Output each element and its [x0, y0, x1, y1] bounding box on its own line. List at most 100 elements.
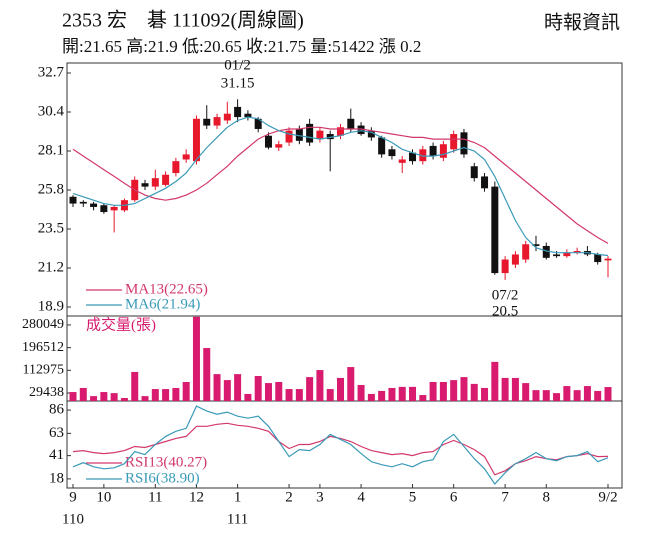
volume-bar [594, 390, 602, 401]
volume-bar [100, 392, 108, 401]
volume-bar [583, 386, 591, 401]
volume-bar [326, 389, 334, 401]
volume-bar [162, 389, 170, 401]
volume-bar [522, 383, 530, 401]
annotation-value: 31.15 [221, 76, 255, 92]
volume-bar [337, 377, 344, 401]
candle-body [254, 118, 262, 129]
candle-body [347, 118, 355, 129]
volume-bar [439, 381, 447, 401]
candle-body [439, 144, 447, 158]
annotation-value: 20.5 [492, 303, 518, 319]
x-tick-label: 6 [450, 489, 458, 505]
volume-bar [172, 387, 180, 401]
y-tick-label: 18 [49, 470, 64, 486]
line [72, 116, 609, 257]
y-tick-label: 25.8 [38, 181, 64, 197]
candle-body [409, 152, 417, 162]
volume-bar [460, 377, 468, 401]
chart-title: 2353 宏 碁 111092(周線圖) [62, 9, 304, 32]
y-tick-label: 23.5 [38, 220, 64, 236]
x-year-label: 110 [62, 511, 84, 527]
candle-body [511, 254, 519, 265]
candle-body [460, 132, 468, 155]
candle-body [542, 245, 550, 258]
volume-bar [79, 387, 87, 401]
panel-title: 成交量(張) [86, 315, 156, 333]
candle-body [264, 135, 272, 148]
y-tick-label: 30.4 [38, 103, 65, 119]
candle-body [234, 106, 242, 118]
x-tick-label: 11 [148, 489, 162, 505]
volume-bar [357, 384, 365, 401]
x-tick-label: 9 [69, 489, 77, 505]
volume-bar [501, 377, 509, 401]
candle-body [604, 258, 612, 261]
volume-bar [264, 383, 272, 401]
candle-body [532, 244, 540, 246]
candle-body [182, 154, 190, 160]
volume-bar [275, 381, 283, 401]
y-tick-label: 280049 [22, 317, 64, 332]
candle-body [419, 149, 427, 162]
candle-body [563, 252, 571, 257]
volume-bar [470, 383, 478, 401]
candle-body [244, 113, 252, 118]
x-tick-label: 4 [357, 489, 365, 505]
volume-bar [69, 392, 77, 401]
candle-body [398, 159, 406, 163]
volume-bar [604, 387, 612, 401]
candle-body [501, 259, 509, 274]
y-tick-label: 112975 [23, 363, 64, 378]
volume-bar [131, 371, 139, 401]
legend-label: MA6(21.94) [125, 296, 200, 312]
volume-bar [367, 393, 375, 401]
y-tick-label: 29438 [29, 385, 64, 400]
volume-bar [573, 390, 581, 401]
volume-bar [398, 386, 406, 401]
legend-label: RSI13(40.27) [125, 454, 207, 470]
volume-bar [141, 396, 149, 401]
candle-body [213, 117, 221, 126]
volume-bar [419, 395, 427, 401]
candle-body [141, 183, 149, 187]
candle-body [378, 137, 386, 155]
x-tick-label: 10 [96, 489, 111, 505]
candle-body [295, 128, 303, 141]
volume-bar [316, 370, 324, 401]
candle-body [553, 254, 561, 257]
candle-body [275, 144, 283, 148]
volume-bar [151, 389, 159, 401]
x-year-label: 111 [227, 511, 248, 527]
candle-body [79, 201, 87, 204]
volume-bar [563, 386, 571, 401]
y-tick-label: 63 [49, 425, 64, 441]
volume-bar [110, 393, 118, 401]
y-tick-label: 86 [49, 402, 65, 418]
candle-body [203, 118, 211, 126]
volume-bar [234, 374, 242, 401]
candle-body [151, 178, 159, 187]
y-tick-label: 21.2 [38, 259, 64, 275]
candle-body [162, 174, 170, 185]
candle-body [110, 206, 118, 211]
plot-frame [66, 62, 623, 489]
volume-bar [182, 381, 190, 401]
candle-body [90, 203, 98, 207]
volume-bar [295, 389, 303, 401]
volume-bar [378, 390, 386, 401]
x-tick-label: 2 [285, 489, 293, 505]
candle-body [470, 166, 478, 179]
x-tick-label: 8 [543, 489, 551, 505]
candle-body [429, 145, 437, 157]
volume-bar [192, 316, 200, 401]
candle-body [306, 123, 314, 143]
volume-bar [491, 361, 499, 401]
volume-bar [347, 367, 355, 401]
volume-bar [429, 381, 437, 401]
x-tick-label: 5 [409, 489, 417, 505]
volume-bar [244, 393, 252, 401]
candle-body [573, 251, 581, 253]
